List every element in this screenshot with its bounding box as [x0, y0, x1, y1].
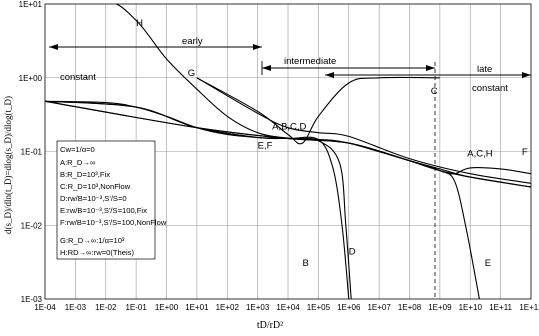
intermediate-arrowhead-right — [426, 65, 435, 71]
phase-markers: early intermediate late constant constan… — [49, 36, 531, 299]
x-tick-label: 1E+00 — [155, 303, 179, 312]
legend-item-g: G:R_D→∞:1/α=10³ — [60, 236, 125, 245]
curve-h — [115, 4, 531, 188]
y-tick-label: 1E-01 — [21, 148, 43, 157]
x-tick-label: 1E+08 — [398, 303, 422, 312]
legend-item-b: B:R_D=10³,Fix — [60, 170, 110, 179]
curve-label: F — [522, 147, 528, 158]
legend-item-d: D:rw/B=10⁻³,S'/S=0 — [60, 194, 127, 203]
early-arrowhead-right — [253, 44, 262, 50]
x-tick-label: 1E-03 — [65, 303, 87, 312]
legend-item-c: C:R_D=10³,NonFlow — [60, 182, 131, 191]
curve-label: H — [136, 18, 143, 29]
x-axis-label: tD/rD² — [257, 320, 283, 331]
curve-labels: H G A,B,C,D E,F C A,C,H F B D E — [136, 18, 528, 269]
y-tick-label: 1E+00 — [19, 74, 43, 83]
curve-label: G — [188, 68, 195, 79]
x-tick-label: 1E+09 — [428, 303, 452, 312]
x-tick-label: 1E+02 — [216, 303, 240, 312]
late-label: late — [477, 64, 492, 75]
legend-item-h: H:RD→∞:rw=0(Theis) — [60, 248, 134, 257]
intermediate-label: intermediate — [284, 56, 336, 67]
x-tick-label: 1E+10 — [459, 303, 483, 312]
tick-labels: 1E-04 1E-03 1E-02 1E-01 1E+00 1E+01 1E+02 1E+03… — [19, 0, 539, 312]
curve-label: B — [302, 258, 308, 269]
curve-label: A,B,C,D — [272, 121, 306, 132]
x-tick-label: 1E-01 — [125, 303, 147, 312]
x-tick-label: 1E+04 — [276, 303, 300, 312]
x-tick-label: 1E+07 — [367, 303, 391, 312]
curve-label: C — [431, 86, 438, 97]
late-arrowhead-right — [522, 72, 531, 78]
constant-label-right: constant — [472, 83, 508, 94]
x-tick-label: 1E+01 — [185, 303, 209, 312]
curve-g — [196, 77, 531, 184]
x-tick-label: 1E+06 — [337, 303, 361, 312]
late-arrowhead-left — [325, 72, 334, 78]
x-tick-label: 1E+11 — [489, 303, 512, 312]
early-label: early — [182, 36, 203, 47]
curves — [45, 4, 531, 299]
y-tick-label: 1E-02 — [21, 221, 43, 230]
intermediate-arrowhead-left — [262, 65, 271, 71]
x-tick-label: 1E+12 — [519, 303, 539, 312]
legend: Cw=1/α=0 A:R_D→∞ B:R_D=10³,Fix C:R_D=10³… — [56, 140, 167, 260]
legend-item-e: E:rw/B=10⁻³,S'/S=100,Fix — [60, 206, 147, 215]
constant-label-left: constant — [60, 72, 96, 83]
plot-frame — [44, 3, 532, 300]
curve-c — [196, 76, 440, 145]
y-axis-label: d(s_D)/dln(t_D)=dlog(s_D)/dlog(t_D) — [3, 96, 13, 234]
y-tick-label: 1E+01 — [19, 0, 43, 9]
y-tick-label: 1E-03 — [21, 295, 43, 304]
x-tick-label: 1E-04 — [34, 303, 56, 312]
x-tick-label: 1E+05 — [307, 303, 331, 312]
curve-label: E,F — [258, 140, 273, 151]
x-tick-label: 1E+03 — [246, 303, 270, 312]
early-arrowhead-left — [49, 44, 58, 50]
legend-box — [56, 140, 156, 260]
curve-label: A,C,H — [467, 149, 492, 160]
legend-item-cw: Cw=1/α=0 — [60, 145, 95, 154]
legend-item-a: A:R_D→∞ — [60, 158, 95, 167]
legend-item-f: F:rw/B=10⁻³,S'/S=100,NonFlow — [60, 218, 167, 227]
x-tick-label: 1E-02 — [95, 303, 117, 312]
curve-label: E — [485, 258, 491, 269]
curve-label: D — [349, 247, 356, 258]
